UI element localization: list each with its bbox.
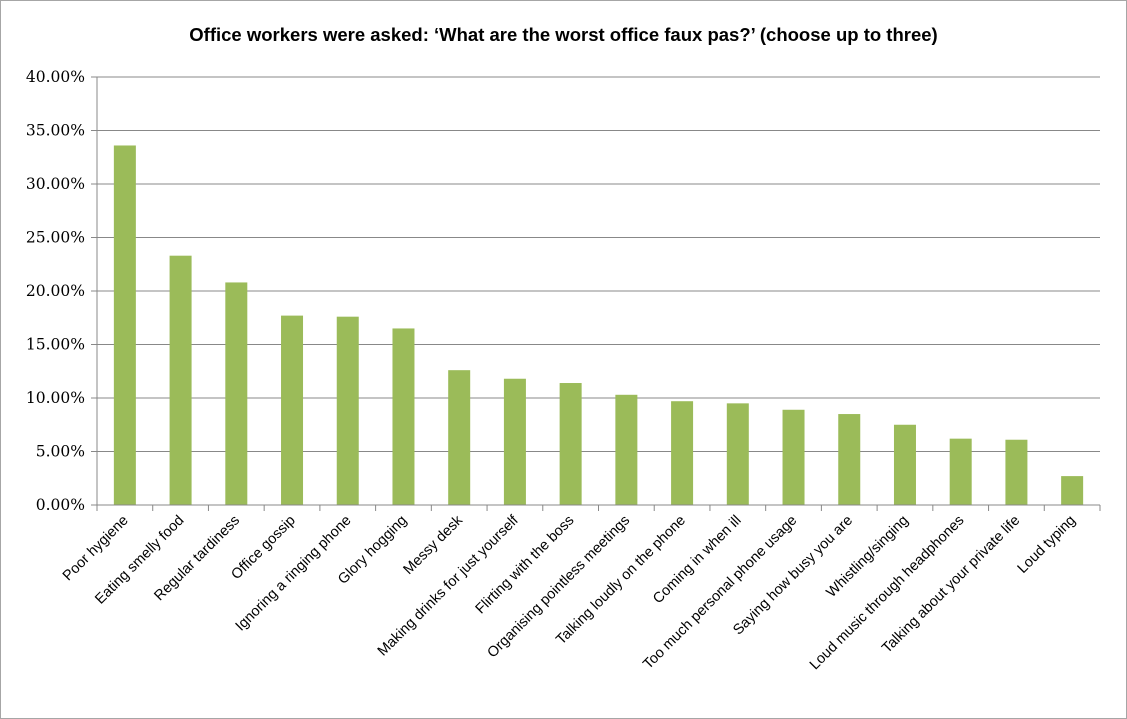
y-tick-label: 10.00%: [26, 389, 85, 407]
bar: [782, 409, 805, 505]
bar: [392, 328, 415, 505]
bar: [225, 282, 248, 505]
bar: [1005, 439, 1028, 505]
y-tick-label: 15.00%: [26, 336, 85, 354]
bar: [281, 315, 304, 505]
category-label: Ignoring a ringing phone: [233, 513, 355, 635]
bar: [503, 378, 526, 505]
bar: [559, 383, 582, 505]
y-axis-ticks: 0.00% 5.00% 10.00% 15.00% 20.00% 25.00% 30.00%…: [26, 68, 85, 514]
y-tick-label: 40.00%: [26, 68, 85, 86]
chart-title: Office workers were asked: ‘What are the…: [189, 24, 938, 45]
bar: [1061, 476, 1084, 505]
category-label: Flirting with the boss: [473, 513, 578, 618]
y-tick-label: 30.00%: [26, 175, 85, 193]
bar: [671, 401, 694, 505]
y-tick-label: 25.00%: [26, 229, 85, 247]
y-tick-label: 0.00%: [36, 496, 85, 514]
bar: [169, 255, 192, 505]
y-tick-label: 20.00%: [26, 282, 85, 300]
bar: [838, 414, 861, 505]
bar: [113, 145, 136, 506]
bar: [726, 403, 749, 505]
bar: [448, 370, 471, 505]
bar: [336, 316, 359, 505]
bar: [949, 438, 972, 505]
gridlines: [97, 76, 1100, 452]
bars: [113, 145, 1084, 506]
axes: [91, 76, 1101, 511]
y-tick-label: 5.00%: [36, 443, 85, 461]
bar: [893, 424, 916, 505]
y-tick-label: 35.00%: [26, 122, 85, 140]
bar: [615, 394, 638, 505]
category-label: Loud typing: [1015, 513, 1079, 577]
